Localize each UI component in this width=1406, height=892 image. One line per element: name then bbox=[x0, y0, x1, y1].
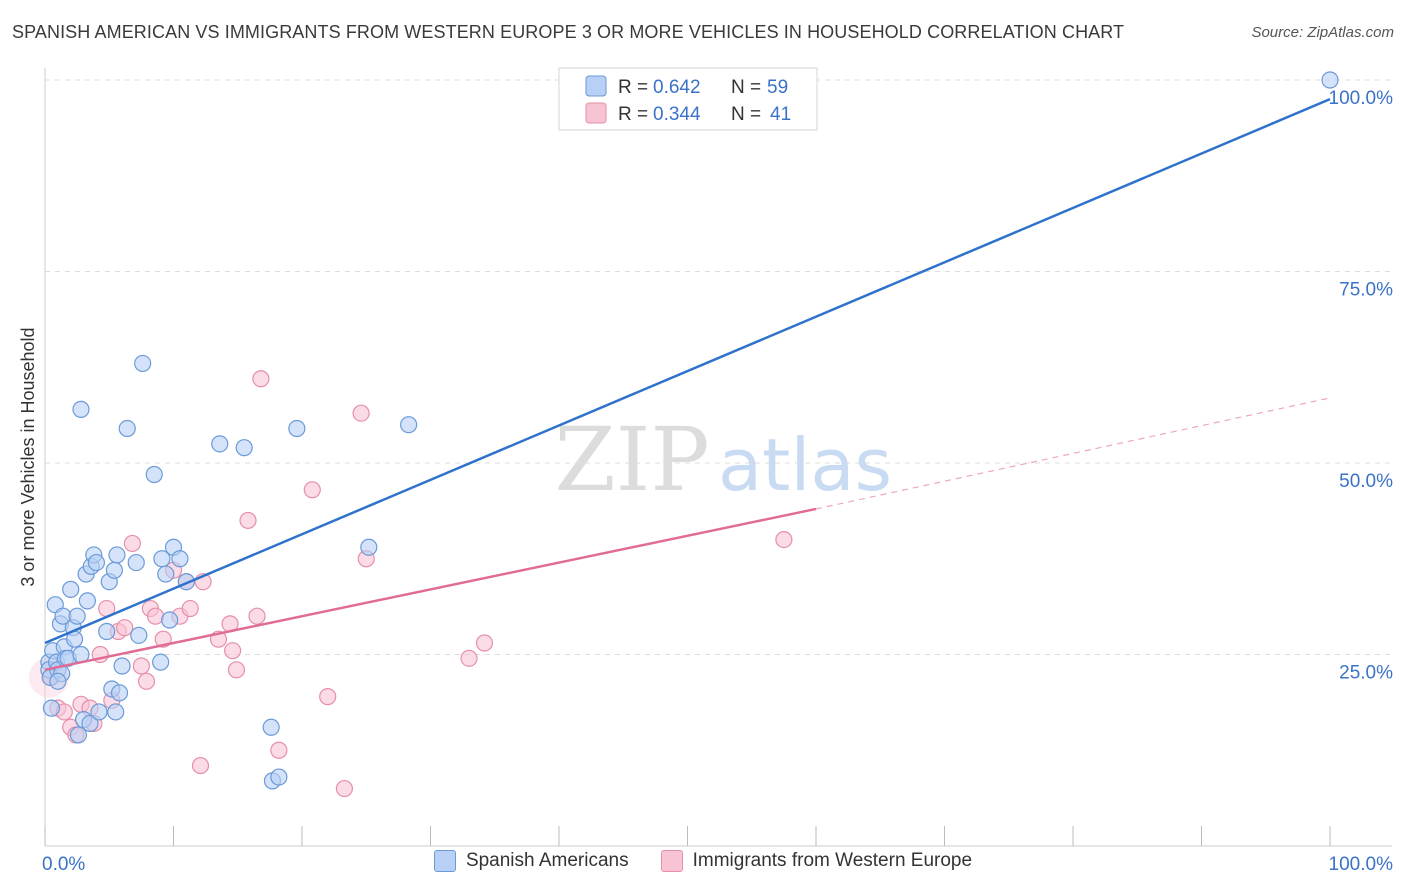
legend-r-value-1: 0.642 bbox=[653, 77, 701, 98]
spanish-american-point-32 bbox=[107, 703, 125, 721]
legend-swatch-blue bbox=[585, 75, 607, 97]
spanish-american-point-17 bbox=[68, 607, 86, 625]
immigrants-point-35 bbox=[335, 779, 354, 798]
legend-swatch-immigrants-western-europe bbox=[660, 850, 683, 872]
spanish-american-point-49 bbox=[235, 439, 253, 457]
spanish-american-point-37 bbox=[127, 553, 145, 572]
immigrants-point-36 bbox=[352, 404, 370, 422]
spanish-american-point-22 bbox=[78, 592, 97, 610]
spanish-american-point-23 bbox=[81, 714, 99, 733]
spanish-american-point-57 bbox=[72, 400, 90, 418]
legend-label-spanish-americans: Spanish Americans bbox=[465, 850, 629, 871]
legend-n-label-2: N = bbox=[731, 104, 761, 125]
tick-labels: 25.0% 50.0% 75.0% 100.0% 0.0% 100.0% bbox=[42, 88, 1393, 875]
spanish-american-point-39 bbox=[134, 354, 152, 373]
immigrants-point-15 bbox=[137, 672, 156, 690]
legend-swatch-spanish-americans bbox=[433, 850, 456, 872]
legend-label-immigrants-western-europe: Immigrants from Western Europe bbox=[692, 850, 973, 871]
chart-title: SPANISH AMERICAN VS IMMIGRANTS FROM WEST… bbox=[12, 22, 1125, 42]
x-tick-label-100: 100.0% bbox=[1329, 854, 1394, 875]
spanish-american-point-50 bbox=[262, 718, 280, 736]
trend-lines bbox=[44, 97, 1331, 672]
spanish-american-point-40 bbox=[145, 465, 163, 484]
trend-line-immigrants-extrapolated bbox=[815, 397, 1331, 510]
spanish-american-point-53 bbox=[288, 419, 306, 438]
watermark-zip: ZIP bbox=[554, 408, 709, 511]
spanish-american-point-26 bbox=[87, 553, 106, 572]
spanish-american-point-33 bbox=[108, 546, 126, 564]
legend-r-value-2: 0.344 bbox=[653, 104, 701, 125]
immigrants-point-24 bbox=[191, 756, 210, 775]
trend-line-spanish-americans bbox=[44, 97, 1331, 645]
spanish-american-point-36 bbox=[118, 419, 136, 438]
series-spanish-americans bbox=[40, 71, 1339, 790]
spanish-american-point-35 bbox=[113, 657, 131, 675]
immigrants-point-32 bbox=[270, 741, 288, 759]
legend-item-spanish-americans: Spanish Americans bbox=[433, 850, 629, 872]
legend-r-label-1: R = bbox=[618, 77, 648, 98]
immigrants-point-12 bbox=[116, 619, 134, 637]
trend-line-immigrants bbox=[44, 507, 817, 672]
immigrants-point-13 bbox=[123, 534, 141, 553]
immigrants-point-29 bbox=[239, 511, 257, 530]
y-axis-label: 3 or more Vehicles in Household bbox=[18, 327, 38, 586]
immigrants-point-31 bbox=[252, 370, 270, 388]
axes bbox=[44, 68, 1392, 847]
gridlines bbox=[45, 79, 1392, 655]
legend-swatch-pink bbox=[585, 102, 607, 124]
bottom-legend: Spanish Americans Immigrants from Wester… bbox=[0, 850, 1406, 872]
x-tick-label-0: 0.0% bbox=[42, 854, 85, 875]
spanish-american-point-54 bbox=[360, 538, 378, 556]
immigrants-point-40 bbox=[775, 530, 793, 549]
spanish-american-point-41 bbox=[152, 653, 170, 671]
immigrants-point-22 bbox=[181, 599, 199, 618]
spanish-american-point-56 bbox=[1321, 71, 1339, 89]
legend-n-value-2: 41 bbox=[770, 104, 791, 125]
immigrants-point-39 bbox=[475, 634, 494, 652]
spanish-american-point-3 bbox=[42, 699, 61, 717]
y-tick-label-50: 50.0% bbox=[1339, 471, 1393, 492]
legend-item-immigrants-western-europe: Immigrants from Western Europe bbox=[660, 850, 973, 872]
spanish-american-point-14 bbox=[62, 580, 80, 598]
y-tick-label-75: 75.0% bbox=[1339, 280, 1393, 301]
spanish-american-point-28 bbox=[98, 622, 116, 641]
spanish-american-point-27 bbox=[90, 703, 108, 721]
immigrants-point-28 bbox=[227, 661, 246, 679]
legend-n-value-1: 59 bbox=[767, 77, 788, 98]
spanish-american-point-52 bbox=[270, 768, 288, 786]
spanish-american-point-18 bbox=[69, 726, 88, 744]
spanish-american-point-38 bbox=[130, 626, 148, 644]
immigrants-point-27 bbox=[224, 642, 242, 660]
source-label: Source: ZipAtlas.com bbox=[1251, 24, 1394, 41]
immigrants-point-33 bbox=[303, 481, 321, 499]
spanish-american-point-58 bbox=[49, 672, 67, 690]
spanish-american-point-46 bbox=[171, 550, 189, 568]
immigrants-point-14 bbox=[132, 657, 150, 675]
spanish-american-point-48 bbox=[211, 435, 229, 453]
spanish-american-point-43 bbox=[157, 565, 175, 583]
spanish-american-point-55 bbox=[400, 416, 418, 434]
legend-box: R = 0.642 N = 59 R = 0.344 N = 41 bbox=[558, 67, 818, 131]
spanish-american-point-44 bbox=[161, 611, 179, 629]
y-tick-label-100: 100.0% bbox=[1329, 88, 1394, 109]
spanish-american-point-34 bbox=[110, 684, 129, 702]
y-tick-label-25: 25.0% bbox=[1339, 663, 1393, 684]
immigrants-point-38 bbox=[460, 649, 478, 667]
spanish-american-point-31 bbox=[105, 561, 123, 579]
legend-r-label-2: R = bbox=[618, 104, 648, 125]
immigrants-point-30 bbox=[248, 607, 266, 625]
immigrants-point-17 bbox=[146, 607, 165, 625]
watermark: ZIP atlas bbox=[554, 408, 892, 511]
immigrants-point-34 bbox=[319, 688, 337, 706]
legend-n-label-1: N = bbox=[731, 77, 761, 98]
watermark-atlas: atlas bbox=[718, 423, 892, 507]
